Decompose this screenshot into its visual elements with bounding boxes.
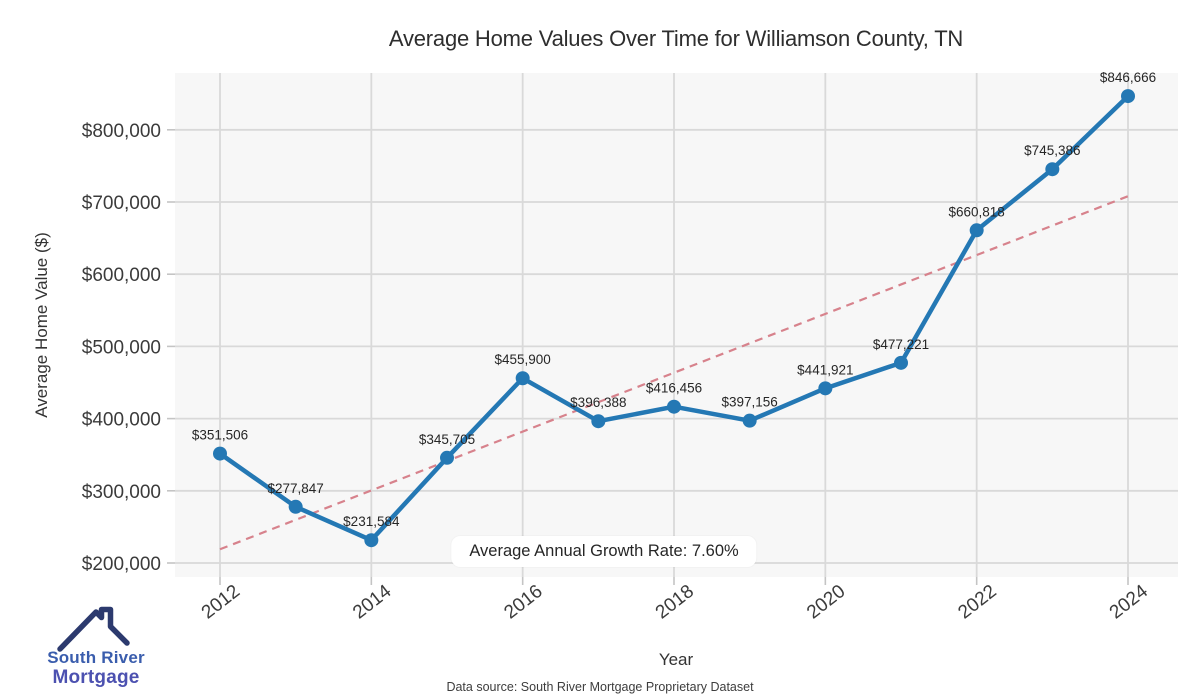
house-roof-icon [57, 606, 130, 652]
y-tick-label: $600,000 [82, 265, 161, 286]
x-tick-label: 2022 [954, 581, 1000, 624]
x-tick-label: 2020 [803, 581, 849, 624]
growth-rate-annotation: Average Annual Growth Rate: 7.60% [451, 536, 757, 567]
y-tick-label: $200,000 [82, 554, 161, 575]
data-point-label: $846,666 [1100, 70, 1156, 85]
x-tick-label: 2016 [500, 581, 546, 624]
x-tick-label: 2018 [652, 581, 698, 624]
plot-background [175, 73, 1178, 577]
data-point-label: $396,388 [570, 395, 626, 410]
company-logo: South River Mortgage [18, 603, 174, 689]
y-tick-label: $300,000 [82, 482, 161, 503]
logo-text-line1: South River [47, 648, 145, 667]
data-point [213, 446, 227, 461]
data-point [667, 399, 682, 414]
data-point-label: $477,221 [873, 337, 929, 352]
x-tick-label: 2012 [198, 581, 244, 624]
logo-text-line2: Mortgage [52, 666, 140, 688]
data-point-label: $397,156 [722, 395, 778, 410]
x-tick-label: 2014 [349, 581, 396, 624]
data-point-label: $660,818 [949, 204, 1005, 219]
y-tick-label: $800,000 [82, 121, 161, 142]
data-point-label: $441,921 [797, 362, 853, 377]
data-point [288, 499, 303, 514]
y-tick-label: $700,000 [82, 193, 161, 214]
y-tick-label: $500,000 [82, 337, 161, 358]
x-axis-label: Year [658, 650, 694, 669]
data-point [1045, 162, 1060, 177]
data-point-label: $345,705 [419, 432, 475, 447]
data-point [894, 355, 909, 370]
data-point [969, 223, 984, 238]
data-point [440, 450, 455, 465]
data-point [591, 414, 606, 429]
data-point-label: $455,900 [495, 352, 551, 367]
data-point-label: $416,456 [646, 381, 702, 396]
data-point [818, 381, 833, 396]
data-point [364, 533, 379, 548]
x-tick-label: 2024 [1106, 581, 1153, 624]
y-tick-label: $400,000 [82, 410, 161, 431]
data-point-label: $277,847 [268, 481, 324, 496]
data-point-label: $745,386 [1024, 143, 1080, 158]
data-point-label: $231,584 [343, 514, 400, 529]
data-point-label: $351,506 [192, 428, 248, 443]
y-axis-label: Average Home Value ($) [32, 232, 51, 418]
data-point [1121, 89, 1136, 104]
data-source-text: Data source: South River Mortgage Propri… [446, 680, 754, 694]
chart-title: Average Home Values Over Time for Willia… [388, 26, 964, 51]
data-point [515, 371, 530, 386]
data-point [742, 413, 757, 428]
